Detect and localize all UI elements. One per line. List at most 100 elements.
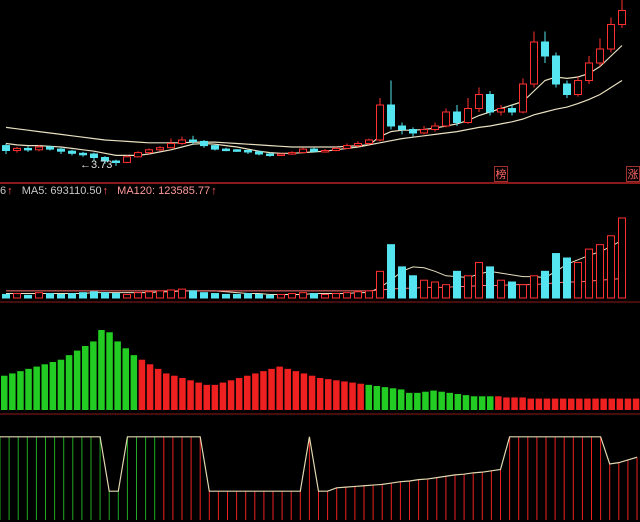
macd-bar xyxy=(154,368,162,410)
volume-bar xyxy=(178,288,186,299)
macd-bar xyxy=(341,381,348,410)
macd-bar xyxy=(57,359,65,410)
macd-bar xyxy=(511,397,518,410)
volume-bar xyxy=(266,294,274,299)
macd-bar xyxy=(211,384,219,410)
candle-body xyxy=(222,148,230,152)
macd-bar xyxy=(82,346,89,410)
price-ma-line-0 xyxy=(5,79,623,148)
volume-bar xyxy=(79,292,87,299)
macd-bar xyxy=(90,341,97,410)
macd-bar xyxy=(397,389,405,410)
legend-prefix: 6 xyxy=(0,185,7,197)
volume-bar xyxy=(101,292,109,299)
candle-body xyxy=(453,111,461,123)
macd-bar xyxy=(632,398,640,410)
macd-bar xyxy=(163,373,170,410)
volume-bar xyxy=(486,266,494,299)
candle-body xyxy=(497,108,505,113)
candle-body xyxy=(200,140,208,147)
candle-body xyxy=(519,83,527,113)
volume-bar xyxy=(288,293,296,299)
volume-bar xyxy=(508,281,516,299)
candle-body xyxy=(585,62,593,81)
macd-bar xyxy=(446,392,453,410)
volume-bar xyxy=(343,292,351,299)
macd-bar xyxy=(478,396,486,410)
macd-bar xyxy=(179,378,186,410)
macd-bar xyxy=(195,382,202,410)
macd-bar xyxy=(325,379,332,410)
macd-bar xyxy=(454,394,462,410)
volume-bar xyxy=(145,291,153,299)
candle-body xyxy=(508,108,516,113)
volume-bar xyxy=(13,293,21,299)
volume-bar xyxy=(574,261,582,299)
candle-body xyxy=(354,143,362,147)
macd-bar xyxy=(1,375,8,410)
candle-body xyxy=(442,111,450,127)
macd-bar xyxy=(592,398,599,410)
volume-bar xyxy=(442,284,450,299)
candle-body xyxy=(530,41,538,85)
candle-body xyxy=(112,160,120,163)
macd-bar xyxy=(284,368,291,410)
volume-bar xyxy=(453,270,461,299)
macd-bar xyxy=(624,398,632,410)
ranking-badge-2[interactable]: 涨 xyxy=(626,166,640,182)
candle-body xyxy=(475,94,483,109)
candle-body xyxy=(244,150,252,153)
volume-bar xyxy=(607,235,615,299)
volume-bar xyxy=(68,293,76,299)
macd-bar xyxy=(616,398,624,410)
macd-bar xyxy=(146,364,154,410)
candle-body xyxy=(387,104,395,127)
candle-body xyxy=(46,146,54,150)
candle-body xyxy=(541,41,549,57)
volume-bar xyxy=(585,248,593,299)
candle-body xyxy=(299,148,307,154)
low-price-marker: ←3.73 xyxy=(80,159,113,171)
volume-bar xyxy=(552,253,560,299)
macd-bar xyxy=(462,395,470,410)
macd-bar xyxy=(333,380,340,410)
candle-body xyxy=(145,149,153,154)
volume-bar xyxy=(398,266,406,299)
macd-bar xyxy=(171,375,178,410)
candle-body xyxy=(167,143,175,149)
volume-bar xyxy=(409,275,417,299)
volume-bar xyxy=(57,293,65,299)
macd-bar xyxy=(49,362,57,410)
macd-bar xyxy=(535,398,543,410)
candle-body xyxy=(431,125,439,130)
macd-bar xyxy=(495,396,502,410)
macd-bar xyxy=(568,398,575,410)
candle-body xyxy=(420,129,428,134)
volume-bar xyxy=(332,293,340,299)
macd-bar xyxy=(365,384,372,410)
volume-bar xyxy=(167,289,175,299)
macd-bar xyxy=(25,368,32,410)
macd-bar xyxy=(65,355,73,410)
volume-bar xyxy=(431,281,439,299)
volume-bar xyxy=(2,293,10,299)
volume-bar xyxy=(530,275,538,299)
macd-bar xyxy=(73,350,81,410)
macd-bar xyxy=(219,382,227,410)
macd-bar xyxy=(470,396,478,410)
candle-body xyxy=(321,150,329,153)
macd-bar xyxy=(381,387,389,410)
up-arrow-icon: ↑ xyxy=(7,185,13,197)
candle-body xyxy=(35,146,43,151)
candle-body xyxy=(79,152,87,156)
macd-bar xyxy=(276,366,283,410)
candle-body xyxy=(409,129,417,134)
macd-bar xyxy=(260,371,267,410)
macd-bar xyxy=(422,391,429,410)
volume-bar xyxy=(24,294,32,299)
ranking-badge-1[interactable]: 榜 xyxy=(494,166,508,182)
volume-ma-line-0 xyxy=(6,239,623,295)
volume-bar xyxy=(90,291,98,299)
macd-bar xyxy=(292,371,300,410)
